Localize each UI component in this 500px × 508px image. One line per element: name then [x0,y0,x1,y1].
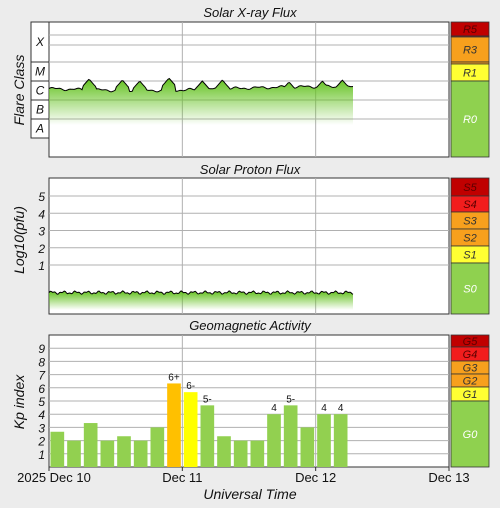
s-scale-label-S5: S5 [463,182,477,194]
s-scale-label-S0: S0 [463,284,477,296]
kp-ylabel: Kp index [11,374,27,429]
kp-bar-label: 4 [271,403,277,414]
g-scale-G0 [450,400,490,468]
kp-bar-label: 6- [186,381,195,392]
xray-flux-fill [49,78,353,125]
xray-flux-line [48,77,354,93]
x-axis-label: Universal Time [203,486,296,502]
kp-tick-3: 3 [38,421,45,435]
kp-tick-8: 8 [38,355,45,369]
kp-bar [317,414,331,467]
proton-tick-1: 1 [38,259,45,273]
g-scale-label-G2: G2 [463,376,478,388]
class-label-M: M [35,65,45,79]
kp-bar [83,423,98,467]
kp-bar [283,405,298,467]
g-scale-label-G1: G1 [463,389,478,401]
kp-bar [250,440,265,467]
r-scale-label-R0: R0 [463,114,478,126]
kp-tick-4: 4 [38,408,45,422]
kp-bar [333,414,348,467]
x-tick-label: Dec 13 [428,470,469,485]
kp-tick-5: 5 [38,395,45,409]
kp-bar [133,440,148,467]
kp-bar [267,414,281,467]
r-scale-R0 [450,80,490,158]
g-scale-label-G5: G5 [463,336,479,348]
r-scale-R3 [450,36,490,63]
kp-bar-label: 6+ [168,372,180,383]
g-scale-label-G3: G3 [463,363,479,375]
kp-bar [300,427,315,467]
s-scale-S0 [450,262,490,315]
r-scale-label-R3: R3 [463,45,478,57]
kp-bar [117,436,131,467]
s-scale-label-S4: S4 [463,199,476,211]
s-scale-label-S2: S2 [463,233,476,245]
kp-bar-label: 5- [203,394,212,405]
proton-title: Solar Proton Flux [200,162,301,177]
kp-bar [233,440,248,467]
kp-bar [100,440,115,467]
xray-title: Solar X-ray Flux [203,5,297,20]
proton-ylabel: Log10(pfu) [11,206,27,274]
x-tick-label: Dec 12 [295,470,336,485]
proton-flux-line [48,290,354,295]
kp-bar-label: 4 [321,403,327,414]
kp-bar [183,392,198,467]
class-label-B: B [36,103,44,117]
kp-tick-6: 6 [38,382,45,396]
proton-tick-4: 4 [38,207,45,221]
proton-tick-3: 3 [38,225,45,239]
kp-bar-label: 5- [286,394,295,405]
kp-tick-2: 2 [37,435,45,449]
class-label-X: X [35,35,45,49]
g-scale-label-G0: G0 [463,429,479,441]
s-scale-label-S1: S1 [463,250,476,262]
kp-bar [200,405,215,467]
class-label-C: C [36,84,45,98]
x-tick-label: 2025 Dec 10 [17,470,91,485]
proton-plot-area [48,177,450,315]
r-scale-label-R1: R1 [463,68,477,80]
kp-bar [217,436,231,467]
kp-bar [150,427,165,467]
kp-bar [50,431,65,467]
g-scale-label-G4: G4 [463,349,478,361]
kp-bar [167,383,181,467]
proton-tick-5: 5 [38,190,45,204]
geomag-title: Geomagnetic Activity [189,318,312,333]
kp-bar [67,440,81,467]
proton-panel: 1 2 3 4 5 S5 S4 S3 S2 S1 S0 [37,177,490,315]
s-scale-label-S3: S3 [463,216,477,228]
x-tick-label: Dec 11 [162,470,202,485]
kp-tick-9: 9 [38,342,45,356]
proton-flux-fill [49,290,353,310]
kp-tick-7: 7 [38,369,46,383]
kp-bar-label: 4 [338,403,344,414]
xray-ylabel: Flare Class [11,55,27,126]
class-label-A: A [35,122,44,136]
kp-tick-1: 1 [38,448,45,462]
x-axis: 2025 Dec 10 Dec 11 Dec 12 Dec 13 [17,467,470,485]
r-scale-label-R5: R5 [463,24,478,36]
proton-tick-2: 2 [37,242,45,256]
